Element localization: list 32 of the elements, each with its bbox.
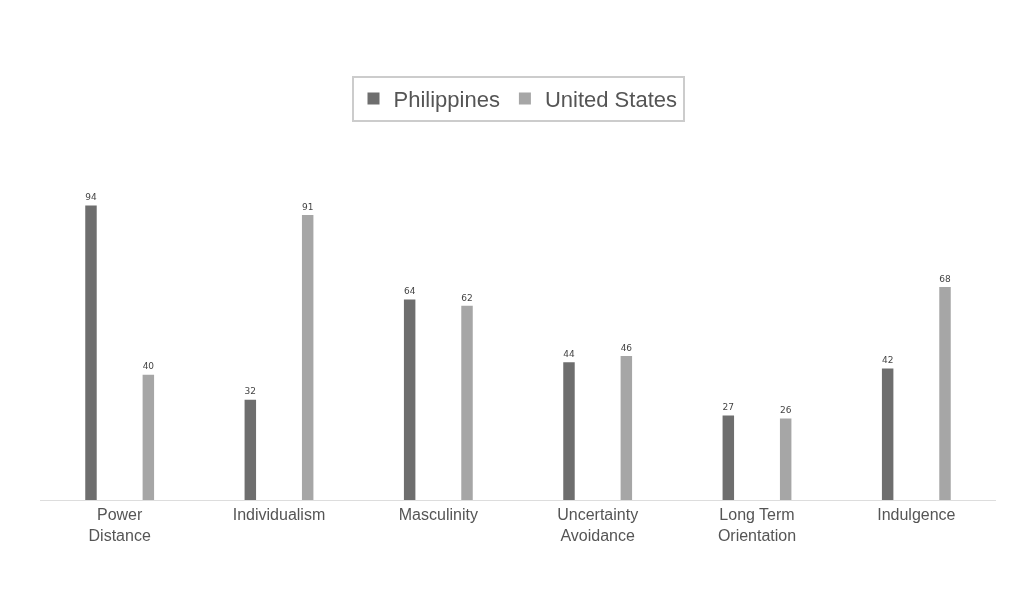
data-label: 46 [620, 342, 633, 353]
bar [142, 374, 155, 500]
legend-label: United States [544, 87, 677, 113]
data-label: 26 [779, 405, 792, 416]
data-label: 62 [461, 292, 473, 303]
x-tick-label: Power Distance [88, 506, 151, 544]
data-label: 68 [939, 273, 952, 284]
x-tick-label: Masculinity [398, 506, 478, 524]
data-label: 64 [403, 286, 416, 297]
x-tick-label: Indulgence [877, 506, 956, 524]
x-tick-label: Individualism [232, 506, 326, 524]
bar [85, 205, 97, 500]
bar [301, 214, 314, 500]
bar [722, 415, 735, 500]
bar [881, 368, 894, 500]
bar [779, 418, 792, 500]
bar [563, 362, 575, 500]
bar [244, 399, 257, 500]
data-label: 32 [244, 386, 257, 397]
legend-label: Philippines [393, 87, 500, 113]
bar [403, 299, 416, 500]
data-label: 27 [722, 402, 735, 413]
bar [939, 286, 951, 500]
data-label: 42 [881, 355, 894, 366]
bar [461, 305, 473, 500]
x-tick-label: Uncertainty Avoidance [557, 506, 639, 544]
data-label: 40 [142, 361, 155, 372]
data-label: 44 [563, 348, 575, 359]
bar [620, 355, 633, 500]
data-label: 94 [85, 192, 97, 203]
x-tick-label: Long Term Orientation [717, 506, 797, 544]
data-label: 91 [301, 201, 314, 212]
